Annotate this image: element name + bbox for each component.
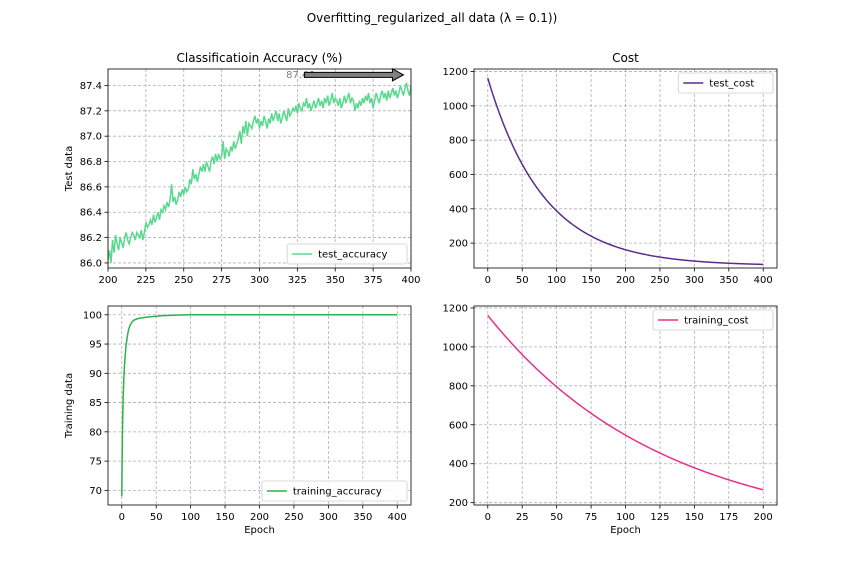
y-tick-label: 85 <box>89 398 102 409</box>
x-tick-label: 400 <box>388 512 407 523</box>
y-tick-label: 100 <box>83 310 102 321</box>
subplot-title: Classificatioin Accuracy (%) <box>177 51 343 65</box>
x-tick-label: 200 <box>250 512 269 523</box>
legend: test_cost <box>677 72 774 94</box>
series-line-training_cost <box>487 314 764 491</box>
y-tick-label: 800 <box>449 381 468 392</box>
subplot-title: Cost <box>612 51 639 65</box>
x-tick-label: 250 <box>284 512 303 523</box>
y-tick-label: 400 <box>449 204 468 215</box>
x-tick-label: 150 <box>685 512 704 523</box>
y-tick-label: 600 <box>449 420 468 431</box>
legend-label: test_accuracy <box>318 250 387 261</box>
figure-suptitle: Overfitting_regularized_all data (λ = 0.… <box>307 11 558 25</box>
y-tick-label: 1200 <box>443 67 468 78</box>
legend-box <box>261 480 408 502</box>
series-line-test_cost <box>487 77 764 266</box>
legend-label: training_accuracy <box>293 487 382 498</box>
x-tick-label: 200 <box>754 512 773 523</box>
y-tick-label: 1000 <box>443 101 468 112</box>
x-tick-label: 225 <box>136 275 155 286</box>
x-tick-label: 0 <box>485 275 491 286</box>
series-line-training_accuracy <box>121 314 398 497</box>
legend-box <box>677 72 774 94</box>
x-tick-label: 300 <box>319 512 338 523</box>
legend: test_accuracy <box>286 243 408 265</box>
y-tick-label: 86.2 <box>80 233 102 244</box>
y-tick-label: 86.6 <box>80 182 102 193</box>
x-tick-label: 200 <box>616 275 635 286</box>
y-tick-label: 95 <box>89 340 102 351</box>
x-tick-label: 275 <box>212 275 231 286</box>
y-axis-label: Test data <box>64 146 75 192</box>
y-tick-label: 75 <box>89 457 102 468</box>
x-tick-label: 175 <box>719 512 738 523</box>
series-line-test_accuracy <box>108 82 411 264</box>
x-tick-label: 150 <box>216 512 235 523</box>
y-tick-label: 86.8 <box>80 157 102 168</box>
x-tick-label: 150 <box>582 275 601 286</box>
y-tick-label: 87.0 <box>80 132 102 143</box>
x-tick-label: 350 <box>719 275 738 286</box>
y-tick-label: 1000 <box>443 342 468 353</box>
x-tick-label: 75 <box>585 512 598 523</box>
y-tick-label: 86.0 <box>80 258 102 269</box>
y-tick-label: 90 <box>89 369 102 380</box>
y-tick-label: 200 <box>449 498 468 509</box>
y-tick-label: 70 <box>89 486 102 497</box>
annotation-arrow <box>303 68 405 82</box>
y-tick-label: 80 <box>89 427 102 438</box>
x-tick-label: 25 <box>516 512 529 523</box>
x-tick-label: 100 <box>616 512 635 523</box>
x-tick-label: 100 <box>547 275 566 286</box>
x-tick-label: 350 <box>353 512 372 523</box>
x-tick-label: 400 <box>754 275 773 286</box>
x-tick-label: 0 <box>485 512 491 523</box>
y-tick-label: 200 <box>449 239 468 250</box>
x-tick-label: 200 <box>98 275 117 286</box>
x-tick-label: 250 <box>650 275 669 286</box>
x-tick-label: 250 <box>174 275 193 286</box>
legend-label: training_cost <box>684 316 749 327</box>
y-tick-label: 87.2 <box>80 106 102 117</box>
y-tick-label: 86.4 <box>80 208 102 219</box>
x-tick-label: 125 <box>650 512 669 523</box>
x-axis-label: Epoch <box>244 525 275 536</box>
x-tick-label: 0 <box>119 512 125 523</box>
subplot-p2: 0 50 100 150 200 250 300 350 400 200 400 600 800 1000… <box>443 51 778 286</box>
x-tick-label: 50 <box>550 512 563 523</box>
y-tick-label: 600 <box>449 170 468 181</box>
legend-label: test_cost <box>709 79 754 90</box>
subplot-p3: 0 50 100 150 200 250 300 350 400 70 75 80 85 90 95 100 E… <box>64 305 412 536</box>
legend-box <box>652 309 774 331</box>
x-tick-label: 325 <box>288 275 307 286</box>
legend-box <box>286 243 408 265</box>
x-tick-label: 375 <box>364 275 383 286</box>
x-tick-label: 300 <box>250 275 269 286</box>
annotation-label: 87.46 <box>286 70 315 81</box>
x-tick-label: 300 <box>685 275 704 286</box>
x-axis-label: Epoch <box>610 525 641 536</box>
legend: training_accuracy <box>261 480 408 502</box>
y-tick-label: 400 <box>449 459 468 470</box>
y-tick-label: 87.4 <box>80 81 102 92</box>
x-tick-label: 100 <box>181 512 200 523</box>
y-tick-label: 1200 <box>443 303 468 314</box>
x-tick-label: 400 <box>401 275 420 286</box>
legend: training_cost <box>652 309 774 331</box>
subplot-p4: 0 25 50 75 100 125 150 175 200 200 400 600 800 1000 12… <box>443 303 778 536</box>
subplots: 200 225 250 275 300 325 350 375 40086.086.286.48… <box>64 51 778 536</box>
subplot-p1: 200 225 250 275 300 325 350 375 400 86.0 86.2 86.4 8… <box>64 51 421 286</box>
x-tick-label: 50 <box>516 275 529 286</box>
y-axis-label: Training data <box>64 373 75 439</box>
y-tick-label: 800 <box>449 136 468 147</box>
x-tick-label: 350 <box>326 275 345 286</box>
x-tick-label: 50 <box>150 512 163 523</box>
